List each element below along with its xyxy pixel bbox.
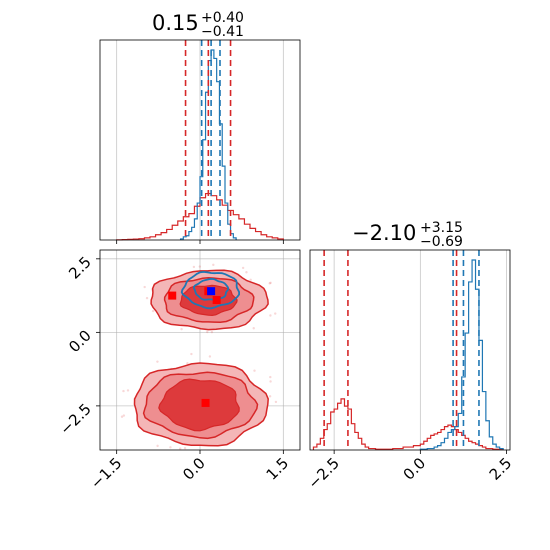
title-minus: −0.41 xyxy=(201,24,244,40)
scatter-point xyxy=(179,447,182,450)
quantile-lines xyxy=(184,40,232,240)
scatter-point xyxy=(269,314,272,317)
x-tick-label: 2.5 xyxy=(486,454,516,484)
scatter-point xyxy=(143,285,146,289)
x-tick-label: −2.5 xyxy=(304,454,342,492)
scatter-point xyxy=(198,265,202,268)
scatter-point xyxy=(151,309,155,313)
scatter-point xyxy=(210,330,214,334)
histogram-panel-param2: −2.5 0.0 2.5 −2.10 +3.15 −0.69 xyxy=(304,220,515,493)
blue-contour-outer xyxy=(180,270,240,310)
scatter-point xyxy=(156,360,159,363)
x-ticks: −2.5 0.0 2.5 xyxy=(304,450,515,493)
histogram-series xyxy=(312,259,504,450)
scatter-point xyxy=(126,389,130,392)
scatter-point xyxy=(274,400,278,404)
scatter-point xyxy=(122,389,125,393)
contour-inner xyxy=(179,284,238,317)
scatter-point xyxy=(212,263,215,267)
y-ticks: −2.5 0.0 2.5 xyxy=(56,253,100,438)
histogram-step xyxy=(312,398,504,450)
scatter-point xyxy=(253,369,256,372)
blue-marker xyxy=(207,287,216,296)
y-tick-label: 2.5 xyxy=(65,253,95,283)
contour-panel: −1.5 0.0 1.5 −2.5 0.0 2.5 xyxy=(56,249,301,493)
scatter-point xyxy=(186,361,189,365)
scatter-point xyxy=(183,447,187,450)
title-value: −2.10 xyxy=(352,221,416,245)
scatter-point xyxy=(268,282,271,285)
scatter-point xyxy=(206,330,209,334)
scatter-point xyxy=(208,355,212,358)
scatter-point xyxy=(145,296,149,300)
scatter-point xyxy=(169,446,172,449)
scatter-point xyxy=(180,327,183,331)
x-tick-label: −1.5 xyxy=(87,454,125,492)
red-marker xyxy=(168,291,177,300)
scatter-point xyxy=(122,414,126,417)
panel-title: 0.15 +0.40 −0.41 xyxy=(152,10,244,40)
scatter-point xyxy=(268,395,272,398)
scatter-point xyxy=(192,265,196,269)
title-value: 0.15 xyxy=(152,11,199,35)
red-marker xyxy=(212,296,221,304)
scatter-point xyxy=(252,327,255,330)
markers xyxy=(168,287,221,407)
title-minus: −0.69 xyxy=(420,234,463,250)
scatter-point xyxy=(156,444,159,448)
title-plus: +0.40 xyxy=(201,10,244,26)
red-marker xyxy=(201,398,210,407)
x-tick-label: 0.0 xyxy=(179,454,209,484)
quantile-lines xyxy=(323,250,480,450)
red-contours xyxy=(133,269,269,447)
grid-lines xyxy=(333,250,507,450)
scatter-point xyxy=(269,375,272,379)
scatter-point xyxy=(120,415,124,418)
histogram-step xyxy=(179,49,237,240)
scatter-point xyxy=(241,266,245,270)
scatter-point xyxy=(269,380,272,383)
y-tick-label: 0.0 xyxy=(65,326,95,356)
histogram-series xyxy=(116,49,284,241)
panel-title: −2.10 +3.15 −0.69 xyxy=(352,220,463,250)
histogram-panel-param1: 0.15 +0.40 −0.41 xyxy=(99,10,301,244)
histogram-step xyxy=(419,259,504,450)
x-tick-label: 1.5 xyxy=(263,454,293,484)
x-tick-label: 0.0 xyxy=(400,454,430,484)
scatter-point xyxy=(269,281,272,285)
scatter-point xyxy=(245,271,248,274)
scatter-point xyxy=(249,278,252,281)
x-ticks: −1.5 0.0 1.5 xyxy=(87,450,292,493)
scatter-point xyxy=(274,312,277,315)
scatter-point xyxy=(190,352,193,356)
title-plus: +3.15 xyxy=(420,220,463,236)
grid-lines xyxy=(116,40,284,240)
x-ticks xyxy=(116,240,284,244)
contour-inner xyxy=(158,378,240,432)
y-tick-label: −2.5 xyxy=(56,400,94,438)
panel-frame xyxy=(309,249,511,451)
